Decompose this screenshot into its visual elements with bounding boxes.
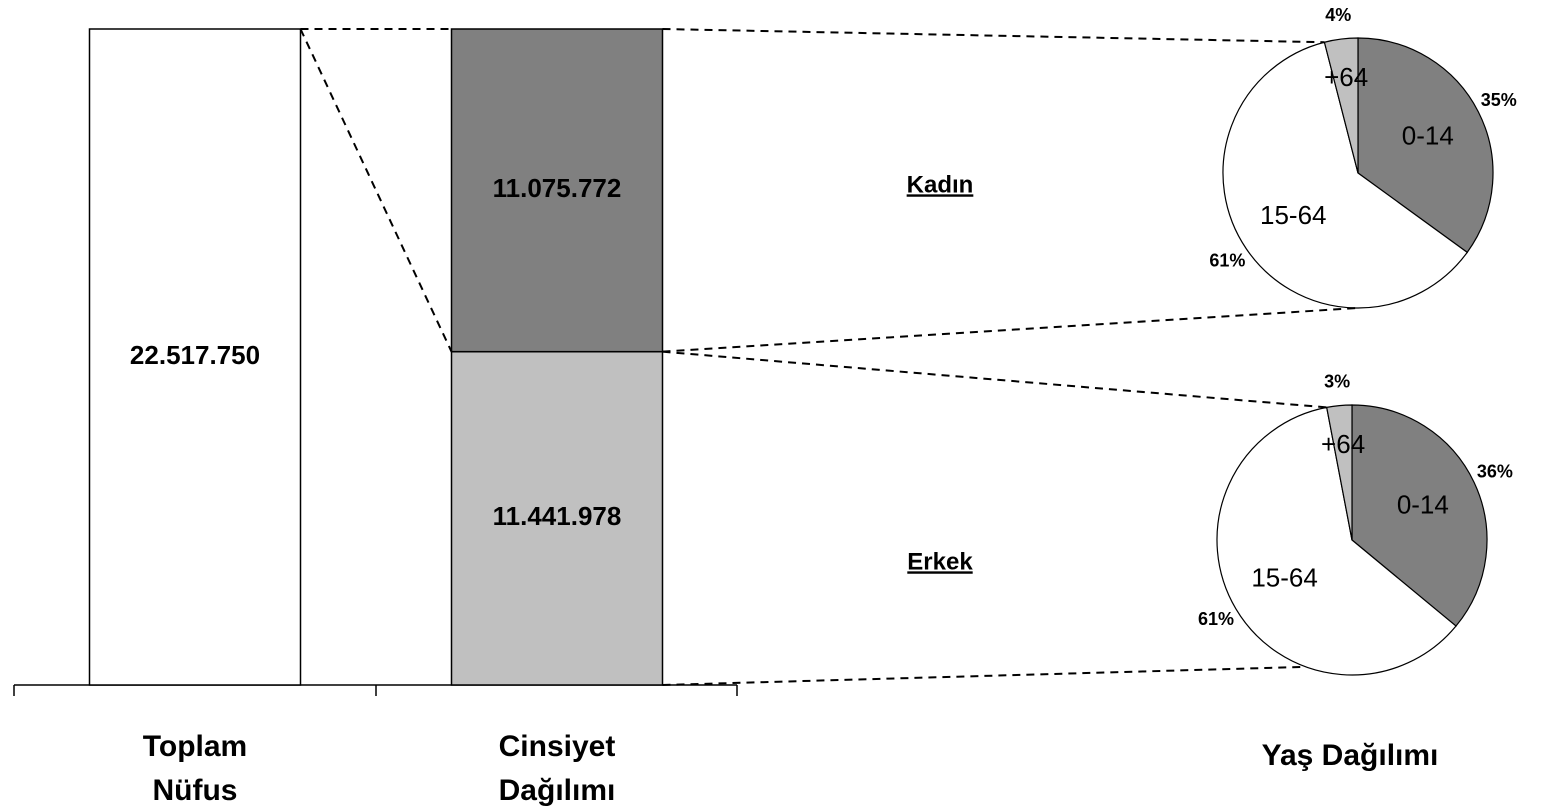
series-label: Kadın (907, 171, 974, 198)
data-label: 11.441.978 (493, 501, 622, 531)
x-axis-label: Yaş Dağılımı (1262, 739, 1439, 772)
slice-value-label: 3% (1324, 372, 1350, 392)
slice-category-label: 0-14 (1397, 490, 1449, 520)
x-tick-label: Toplam Nüfus (142, 730, 248, 807)
connector-line (662, 350, 1327, 409)
data-label: 22.517.750 (130, 340, 260, 370)
slice-value-label: 4% (1325, 5, 1351, 25)
slice-value-label: 35% (1481, 90, 1517, 110)
slice-category-label: +64 (1321, 429, 1365, 459)
slice-category-label: 15-64 (1251, 563, 1318, 593)
slice-value-label: 61% (1209, 251, 1245, 271)
pie-slice (1325, 404, 1353, 541)
pie-slice (1222, 41, 1469, 309)
series-label: Erkek (907, 548, 973, 575)
slice-category-label: 0-14 (1402, 120, 1454, 150)
x-tick-label: Cinsiyet Dağılımı (498, 730, 616, 807)
slice-value-label: 61% (1198, 609, 1234, 629)
connector-line (662, 665, 1306, 686)
data-label: 11.075.772 (493, 173, 622, 203)
pie-slice (1357, 37, 1494, 254)
pie-slice (1351, 404, 1488, 627)
connector-line (662, 28, 1325, 44)
pie-slice (1323, 37, 1359, 174)
bar-segment (450, 350, 664, 686)
slice-category-label: +64 (1324, 62, 1368, 92)
bar-segment (450, 28, 664, 353)
slice-value-label: 36% (1477, 461, 1513, 481)
connector-line (662, 307, 1359, 353)
bar-segment (88, 28, 302, 686)
slice-category-label: 15-64 (1260, 200, 1327, 230)
connector-line (299, 28, 453, 353)
pie-slice (1216, 406, 1457, 676)
